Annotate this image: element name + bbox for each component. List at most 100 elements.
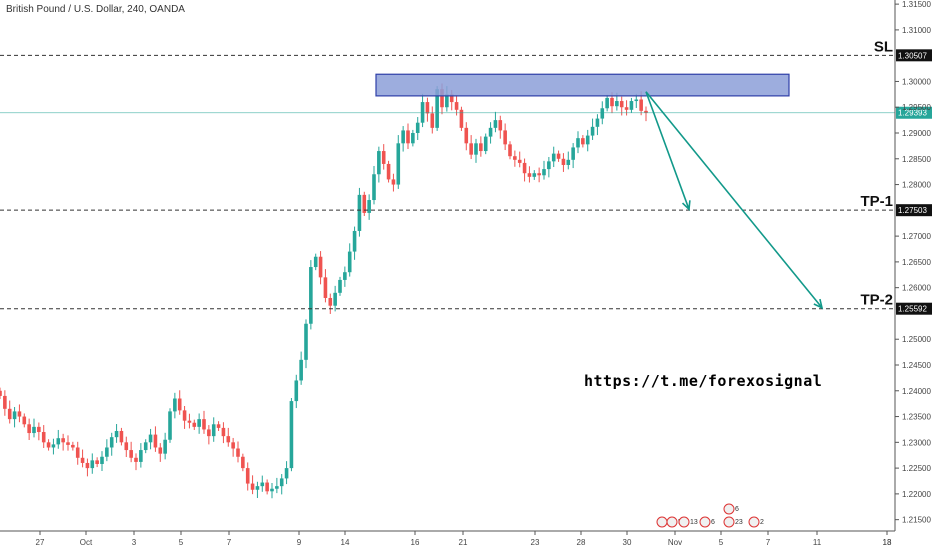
candle-body	[134, 457, 138, 462]
candle-body	[27, 424, 31, 434]
time-tick-label: 28	[577, 538, 586, 547]
candle-body	[566, 159, 571, 165]
candle-body	[197, 419, 201, 427]
time-tick-label: 7	[227, 538, 232, 547]
candle-body	[561, 158, 566, 165]
candle-body	[309, 267, 313, 324]
candle-body	[294, 380, 299, 402]
candle-body	[522, 162, 527, 174]
candle-body	[177, 398, 182, 411]
candle-body	[527, 173, 532, 177]
candle-body	[37, 426, 41, 433]
candle-body	[551, 153, 556, 162]
candle-body	[634, 99, 639, 102]
candle-body	[440, 89, 444, 108]
candle-body	[95, 460, 99, 464]
candle-body	[488, 127, 493, 137]
price-tick-label: 1.22000	[902, 490, 931, 499]
candle-body	[459, 109, 464, 128]
candle-body	[537, 173, 541, 176]
candle-body	[333, 292, 337, 306]
candle-body	[464, 127, 469, 144]
time-tick-label: Nov	[668, 538, 682, 547]
level-label-tp-1: TP-1	[860, 193, 893, 210]
time-tick-label: 5	[179, 538, 184, 547]
candle-body	[304, 323, 308, 360]
candle-body	[168, 411, 172, 440]
candle-body	[396, 143, 401, 185]
candle-body	[590, 126, 595, 136]
telegram-link[interactable]: https://t.me/forexosignal	[584, 372, 823, 390]
time-tick-label: 7	[766, 538, 771, 547]
price-axis[interactable]: 1.31500 1.31000 1.30000 1.29500 1.29000 1.285…	[0, 0, 931, 532]
time-tick-label: 9	[297, 538, 302, 547]
candle-body	[313, 256, 318, 268]
candle-body	[411, 133, 415, 144]
candle-body	[279, 478, 284, 487]
candle-body	[182, 410, 187, 421]
event-flag-icon	[748, 516, 760, 528]
event-flag-icon	[656, 516, 668, 528]
event-count: 13	[690, 519, 698, 526]
candle-body	[381, 151, 386, 164]
candle-body	[352, 230, 357, 252]
level-badge-text: 1.25592	[898, 305, 927, 314]
candle-body	[32, 426, 36, 434]
candle-body	[119, 430, 124, 443]
price-tick-label: 1.23500	[902, 413, 931, 422]
candle-body	[61, 438, 65, 443]
resistance-zone	[375, 73, 790, 97]
candle-body	[585, 135, 590, 145]
candle-body	[532, 173, 537, 177]
candle-body	[454, 102, 459, 110]
candle-body	[299, 359, 303, 381]
time-tick-label: 23	[531, 538, 540, 547]
candle-body	[581, 138, 585, 145]
candlestick-series	[0, 83, 648, 499]
price-tick-label: 1.25000	[902, 335, 931, 344]
candle-body	[406, 130, 410, 144]
candle-body	[415, 122, 420, 134]
projection-arrow-head	[813, 298, 824, 310]
candle-body	[493, 120, 498, 128]
candle-body	[644, 110, 648, 113]
level-badge	[896, 49, 932, 62]
candle-body	[241, 456, 245, 469]
candle-body	[153, 434, 158, 448]
candle-body	[187, 420, 192, 423]
projection-arrow-head	[681, 200, 691, 212]
event-count: 6	[735, 506, 739, 513]
candle-body	[211, 424, 216, 437]
candle-body	[615, 101, 619, 107]
price-tick-label: 1.24500	[902, 361, 931, 370]
candle-body	[105, 447, 109, 457]
candle-body	[231, 442, 235, 449]
candle-body	[328, 297, 333, 306]
level-badge-text: 1.27503	[898, 206, 927, 215]
price-tick-label: 1.24000	[902, 387, 931, 396]
candle-body	[250, 483, 255, 490]
candle-body	[556, 153, 561, 159]
event-flag-icon	[678, 516, 690, 528]
time-tick-label: 11	[813, 538, 822, 547]
candle-body	[12, 411, 17, 420]
price-tick-label: 1.30000	[902, 77, 931, 86]
candle-body	[391, 179, 396, 185]
time-tick-label: 3	[132, 538, 137, 547]
candle-body	[85, 462, 90, 469]
candle-body	[430, 113, 435, 128]
candle-body	[66, 442, 70, 445]
price-tick-label: 1.27000	[902, 232, 931, 241]
candle-body	[469, 143, 473, 155]
candle-body	[449, 94, 454, 103]
candle-body	[221, 427, 226, 437]
candle-body	[445, 94, 449, 108]
price-tick-label: 1.29000	[902, 129, 931, 138]
candle-body	[80, 457, 85, 463]
candle-body	[372, 174, 376, 201]
candle-body	[347, 251, 352, 273]
candle-body	[173, 398, 177, 412]
candle-body	[216, 424, 221, 428]
